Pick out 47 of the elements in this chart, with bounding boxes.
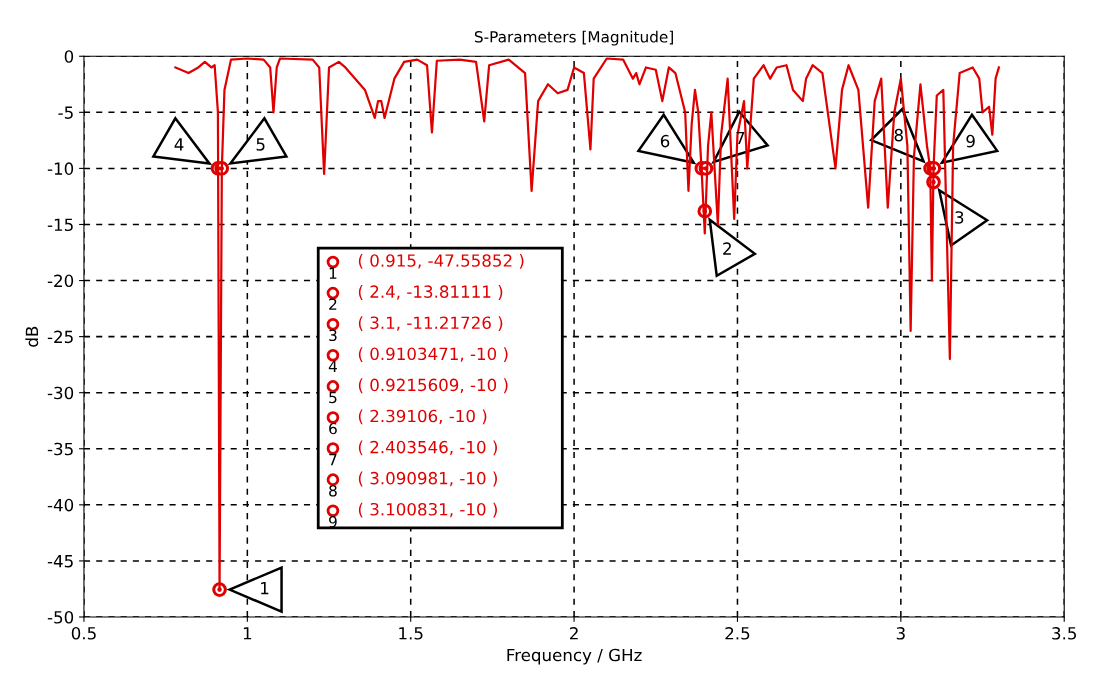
y-tick-label: -30 xyxy=(47,386,74,400)
y-tick-label: 0 xyxy=(64,50,74,63)
annotation: 9 xyxy=(966,134,975,148)
y-tick-label: -40 xyxy=(47,498,74,512)
y-tick-label: -10 xyxy=(47,162,74,175)
annotation: 1 xyxy=(261,582,269,595)
text: 5 xyxy=(329,391,337,404)
y-tick-label: -5 xyxy=(58,106,73,119)
text: 1 xyxy=(329,267,337,279)
x-tick-label: 1 xyxy=(243,627,252,640)
x-tick-label: 3.5 xyxy=(1052,627,1077,640)
annotation: ( 3.100831, -10 ) xyxy=(358,502,497,518)
y-axis-title: dB xyxy=(25,326,39,347)
y-tick-label: -25 xyxy=(47,330,73,344)
x-tick-label: 2.5 xyxy=(725,627,750,640)
text: 8 xyxy=(329,484,337,497)
x-tick-label: 3 xyxy=(896,627,905,640)
annotation: ( 0.9103471, -10 ) xyxy=(358,347,508,363)
annotation: 2 xyxy=(723,242,731,255)
chart-title: S-Parameters [Magnitude] xyxy=(474,30,673,46)
text: 3 xyxy=(329,329,337,342)
x-tick-label: 1.5 xyxy=(399,627,423,640)
text: 9 xyxy=(329,516,337,528)
annotation: 3 xyxy=(955,211,964,224)
annotation: ( 3.1, -11.21726 ) xyxy=(358,316,503,331)
y-tick-label: -20 xyxy=(47,274,74,288)
y-tick-label: -50 xyxy=(47,610,74,624)
x-tick-label: 2 xyxy=(570,627,578,640)
y-tick-label: -45 xyxy=(47,555,73,568)
annotation: ( 2.4, -13.81111 ) xyxy=(358,285,503,300)
y-tick-label: -15 xyxy=(47,218,73,232)
annotation: 8 xyxy=(894,128,903,142)
annotation: ( 2.403546, -10 ) xyxy=(358,440,497,456)
text: 6 xyxy=(329,422,337,435)
text: 4 xyxy=(328,360,337,372)
text: 7 xyxy=(329,454,337,466)
annotation: 6 xyxy=(660,134,670,148)
annotation: ( 0.9215609, -10 ) xyxy=(358,378,508,394)
annotation: ( 2.39106, -10 ) xyxy=(358,409,487,425)
text: 2 xyxy=(329,298,337,310)
x-axis-title: Frequency / GHz xyxy=(507,648,642,665)
annotation: ( 0.915, -47.55852 ) xyxy=(358,253,524,269)
annotation: 4 xyxy=(174,138,184,151)
x-tick-label: 0.5 xyxy=(71,627,96,640)
annotation: 5 xyxy=(256,138,265,151)
y-tick-label: -35 xyxy=(47,442,73,456)
annotation: ( 3.090981, -10 ) xyxy=(358,471,497,487)
